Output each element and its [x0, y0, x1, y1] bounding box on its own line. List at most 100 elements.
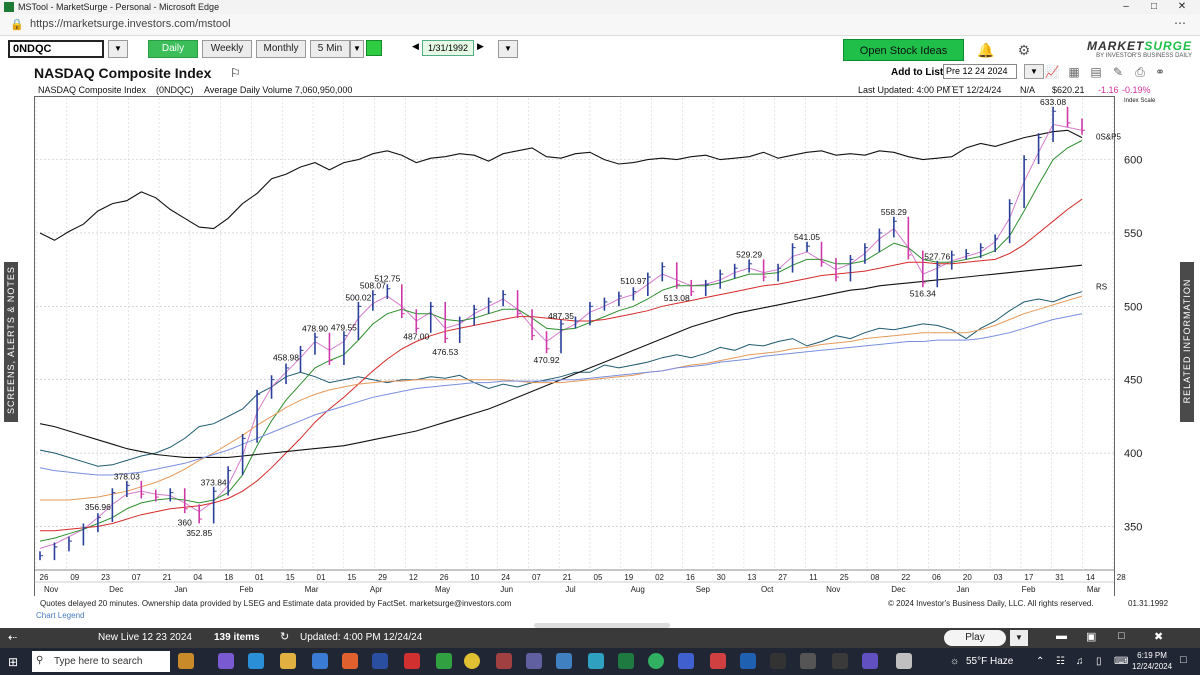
taskbar-app-icon[interactable]: [896, 653, 912, 669]
x-tick-label: 01: [255, 573, 264, 582]
price-annotation: 487.35: [548, 311, 574, 321]
pip-icon[interactable]: □: [1118, 630, 1125, 642]
settings-gear-icon[interactable]: ⚙: [1017, 42, 1031, 58]
taskbar-app-icon[interactable]: [312, 653, 328, 669]
taskbar-app-icon[interactable]: [372, 653, 388, 669]
x-tick-label: 21: [163, 573, 172, 582]
battery-icon[interactable]: ▯: [1096, 656, 1102, 667]
price-annotation: 512.75: [374, 274, 400, 284]
taskbar-app-icon[interactable]: [770, 653, 786, 669]
horizontal-scrollbar[interactable]: [534, 623, 670, 628]
tray-chevron-icon[interactable]: ⌃: [1036, 656, 1045, 667]
taskbar-app-icon[interactable]: [436, 653, 452, 669]
price-annotation: 373.84: [201, 477, 227, 487]
taskbar-app-icon[interactable]: [678, 653, 694, 669]
symbol-input[interactable]: [8, 40, 104, 58]
price-annotation: 527.76: [924, 252, 950, 262]
tools-icon[interactable]: ✖: [1154, 631, 1164, 643]
next-date-icon[interactable]: ▶: [477, 41, 484, 51]
taskbar-app-icon[interactable]: [800, 653, 816, 669]
more-icon[interactable]: ⋯: [1174, 16, 1186, 30]
chart-style-icon[interactable]: 📈: [1044, 65, 1060, 79]
layout-icon[interactable]: ▦: [1068, 65, 1080, 79]
taskbar-app-icon[interactable]: [218, 653, 234, 669]
chart-legend-link[interactable]: Chart Legend: [36, 611, 85, 620]
taskbar-app-icon[interactable]: [618, 653, 634, 669]
taskbar-app-icon[interactable]: [862, 653, 878, 669]
taskbar-app-icon[interactable]: [280, 653, 296, 669]
screens-alerts-notes-tab[interactable]: SCREENS, ALERTS & NOTES: [4, 262, 18, 422]
x-tick-label: 07: [532, 573, 541, 582]
intraday-button[interactable]: 5 Min: [310, 40, 350, 58]
add-to-list-dropdown-button[interactable]: ▼: [1024, 64, 1044, 79]
x-tick-label: 01: [317, 573, 326, 582]
x-tick-label: 06: [932, 573, 941, 582]
taskbar-app-icon[interactable]: [464, 653, 480, 669]
play-dropdown-button[interactable]: ▼: [1010, 630, 1028, 646]
url-text[interactable]: https://marketsurge.investors.com/mstool: [30, 18, 231, 30]
maximize-button[interactable]: □: [1150, 1, 1158, 12]
brand-main: MARKET: [1086, 39, 1145, 53]
intraday-dropdown-button[interactable]: ▼: [350, 40, 364, 58]
close-button[interactable]: ✕: [1177, 1, 1187, 12]
taskbar-app-icon[interactable]: [342, 653, 358, 669]
symbol-dropdown-button[interactable]: ▼: [108, 40, 128, 58]
volume-icon[interactable]: ♫: [1076, 656, 1084, 667]
price-chart[interactable]: 0S&P5 RS 360 356.96 378.03 373.84 352.85 478.9…: [34, 96, 1164, 596]
taskbar-app-icon[interactable]: [496, 653, 512, 669]
minimize-button[interactable]: –: [1123, 1, 1129, 12]
refresh-icon[interactable]: ↻: [280, 631, 290, 643]
play-button[interactable]: Play: [944, 630, 1006, 646]
info-avg-volume: Average Daily Volume 7,060,950,000: [204, 85, 353, 95]
address-bar[interactable]: 🔒 https://marketsurge.investors.com/msto…: [0, 14, 1200, 36]
windows-start-icon[interactable]: ⊞: [8, 655, 19, 669]
network-icon[interactable]: ☷: [1056, 656, 1065, 667]
taskbar-clock[interactable]: 6:19 PM 12/24/2024: [1132, 650, 1172, 672]
add-to-list-select[interactable]: Pre 12 24 2024 ...: [943, 64, 1017, 89]
weather-icon[interactable]: ☼: [950, 656, 960, 667]
live-status-icon[interactable]: [366, 40, 382, 56]
weekly-button[interactable]: Weekly: [202, 40, 252, 58]
print-icon[interactable]: ⎙: [1135, 65, 1145, 79]
x-month-label: Jan: [174, 585, 187, 594]
taskbar-app-icon[interactable]: [648, 653, 664, 669]
x-tick-label: 17: [1024, 573, 1033, 582]
taskbar-app-icon[interactable]: [556, 653, 572, 669]
view-mode-icon[interactable]: ▬: [1056, 630, 1067, 642]
fullscreen-icon[interactable]: ▣: [1086, 631, 1097, 643]
taskbar-app-icon[interactable]: [404, 653, 420, 669]
date-dropdown-button[interactable]: ▼: [498, 40, 518, 58]
compare-icon[interactable]: ▤: [1090, 65, 1102, 79]
language-icon[interactable]: ⌨: [1114, 656, 1129, 667]
daily-button[interactable]: Daily: [148, 40, 198, 58]
notifications-icon[interactable]: □: [1180, 654, 1187, 666]
flag-icon[interactable]: ⚐: [230, 66, 241, 80]
taskbar-search-box[interactable]: Type here to search: [32, 651, 170, 672]
taskbar-app-icon[interactable]: [526, 653, 542, 669]
taskbar-app-icon[interactable]: [740, 653, 756, 669]
info-symbol: (0NDQC): [156, 85, 194, 95]
prev-date-icon[interactable]: ◀: [412, 41, 419, 51]
open-stock-ideas-button[interactable]: Open Stock Ideas: [843, 39, 964, 61]
monthly-button[interactable]: Monthly: [256, 40, 306, 58]
date-input[interactable]: 1/31/1992: [422, 40, 474, 56]
taskbar-app-icon[interactable]: [832, 653, 848, 669]
link-icon[interactable]: ⚭: [1154, 65, 1166, 79]
taskbar-app-icon[interactable]: [710, 653, 726, 669]
back-icon[interactable]: ⇠: [8, 632, 18, 644]
x-tick-label: 15: [347, 573, 356, 582]
x-month-label: Mar: [1087, 585, 1101, 594]
related-information-tab[interactable]: RELATED INFORMATION: [1180, 262, 1194, 422]
x-tick-label: 23: [101, 573, 110, 582]
chart-header: NASDAQ Composite Index ⚐ Add to List: Pr…: [34, 62, 1165, 89]
playlist-title[interactable]: New Live 12 23 2024: [98, 632, 192, 643]
taskbar-app-icon[interactable]: [178, 653, 194, 669]
taskbar-app-icon[interactable]: [588, 653, 604, 669]
price-annotation: 633.08: [1040, 97, 1066, 107]
weather-text[interactable]: 55°F Haze: [966, 656, 1014, 667]
taskbar-app-icon[interactable]: [248, 653, 264, 669]
alert-bell-icon[interactable]: 🔔: [977, 42, 995, 58]
draw-tool-icon[interactable]: ✎: [1112, 65, 1124, 79]
x-tick-label: 12: [409, 573, 418, 582]
